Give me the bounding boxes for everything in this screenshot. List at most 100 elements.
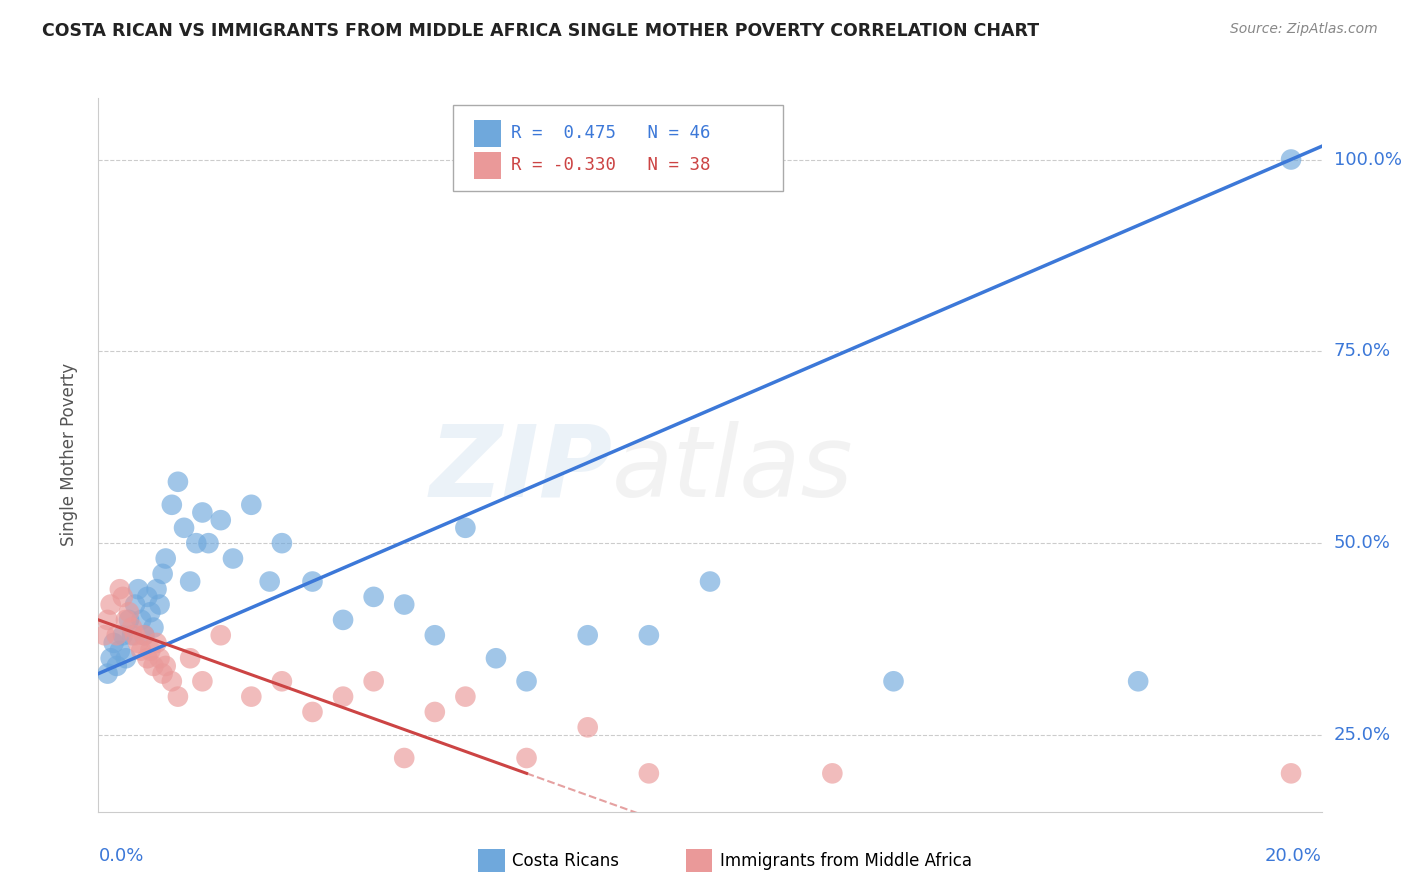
Point <box>160 674 183 689</box>
Point <box>191 674 214 689</box>
FancyBboxPatch shape <box>453 105 783 191</box>
Point <box>423 628 446 642</box>
Text: R = -0.330   N = 38: R = -0.330 N = 38 <box>510 156 710 174</box>
Point <box>332 613 354 627</box>
Point <box>301 705 323 719</box>
Point <box>97 613 120 627</box>
Point <box>637 766 661 780</box>
Point <box>270 674 294 689</box>
Point <box>103 636 125 650</box>
Point <box>423 705 446 719</box>
Point <box>149 651 172 665</box>
Point <box>136 590 159 604</box>
Point <box>209 628 232 642</box>
Point <box>167 690 190 704</box>
Text: 25.0%: 25.0% <box>1334 726 1391 744</box>
Point <box>124 628 146 642</box>
Text: 100.0%: 100.0% <box>1334 151 1402 169</box>
Point <box>454 521 477 535</box>
Point <box>142 659 165 673</box>
Point <box>118 605 141 619</box>
Point <box>100 651 122 665</box>
Point <box>139 605 162 619</box>
Point <box>454 690 477 704</box>
Point <box>197 536 219 550</box>
FancyBboxPatch shape <box>474 120 501 146</box>
Point <box>115 651 138 665</box>
Point <box>179 651 201 665</box>
Text: Immigrants from Middle Africa: Immigrants from Middle Africa <box>720 852 972 870</box>
Y-axis label: Single Mother Poverty: Single Mother Poverty <box>59 363 77 547</box>
Point <box>160 498 183 512</box>
Point <box>155 659 177 673</box>
Point <box>124 598 146 612</box>
Point <box>93 628 115 642</box>
Point <box>121 628 143 642</box>
Point <box>145 582 167 597</box>
Text: R =  0.475   N = 46: R = 0.475 N = 46 <box>510 124 710 142</box>
Point <box>1128 674 1150 689</box>
Point <box>145 636 167 650</box>
Point <box>134 628 156 642</box>
Point <box>179 574 201 589</box>
Text: 50.0%: 50.0% <box>1334 534 1391 552</box>
Point <box>152 566 174 581</box>
Point <box>121 621 143 635</box>
Point <box>209 513 232 527</box>
Point <box>699 574 721 589</box>
Point <box>576 628 599 642</box>
Point <box>222 551 245 566</box>
Text: 0.0%: 0.0% <box>98 847 143 865</box>
Point <box>115 613 138 627</box>
Point <box>127 636 149 650</box>
Point <box>637 628 661 642</box>
Point <box>270 536 294 550</box>
Point <box>136 651 159 665</box>
Point <box>1279 766 1302 780</box>
Point <box>332 690 354 704</box>
Text: Costa Ricans: Costa Ricans <box>512 852 619 870</box>
Point <box>155 551 177 566</box>
Point <box>134 628 156 642</box>
Point <box>127 582 149 597</box>
Point <box>100 598 122 612</box>
Point <box>392 598 416 612</box>
Point <box>516 751 538 765</box>
FancyBboxPatch shape <box>478 849 505 872</box>
Point <box>139 643 162 657</box>
Point <box>1279 153 1302 167</box>
Text: atlas: atlas <box>612 421 853 517</box>
Point <box>883 674 905 689</box>
Point <box>173 521 195 535</box>
Point <box>105 659 128 673</box>
Point <box>149 598 172 612</box>
Text: 20.0%: 20.0% <box>1265 847 1322 865</box>
Point <box>240 498 263 512</box>
Point <box>105 628 128 642</box>
Point <box>152 666 174 681</box>
Point <box>363 674 385 689</box>
Text: ZIP: ZIP <box>429 421 612 517</box>
Point <box>821 766 844 780</box>
Point <box>108 643 131 657</box>
Point <box>485 651 508 665</box>
Point <box>240 690 263 704</box>
Point <box>142 621 165 635</box>
Point <box>118 613 141 627</box>
Text: COSTA RICAN VS IMMIGRANTS FROM MIDDLE AFRICA SINGLE MOTHER POVERTY CORRELATION C: COSTA RICAN VS IMMIGRANTS FROM MIDDLE AF… <box>42 22 1039 40</box>
FancyBboxPatch shape <box>474 152 501 178</box>
Point <box>259 574 281 589</box>
Text: 75.0%: 75.0% <box>1334 343 1391 360</box>
Point <box>186 536 208 550</box>
Point <box>301 574 323 589</box>
Point <box>111 590 134 604</box>
Point <box>392 751 416 765</box>
Text: Source: ZipAtlas.com: Source: ZipAtlas.com <box>1230 22 1378 37</box>
Point <box>129 643 152 657</box>
Point <box>129 613 152 627</box>
Point <box>97 666 120 681</box>
Point <box>516 674 538 689</box>
FancyBboxPatch shape <box>686 849 713 872</box>
Point <box>191 506 214 520</box>
Point <box>363 590 385 604</box>
